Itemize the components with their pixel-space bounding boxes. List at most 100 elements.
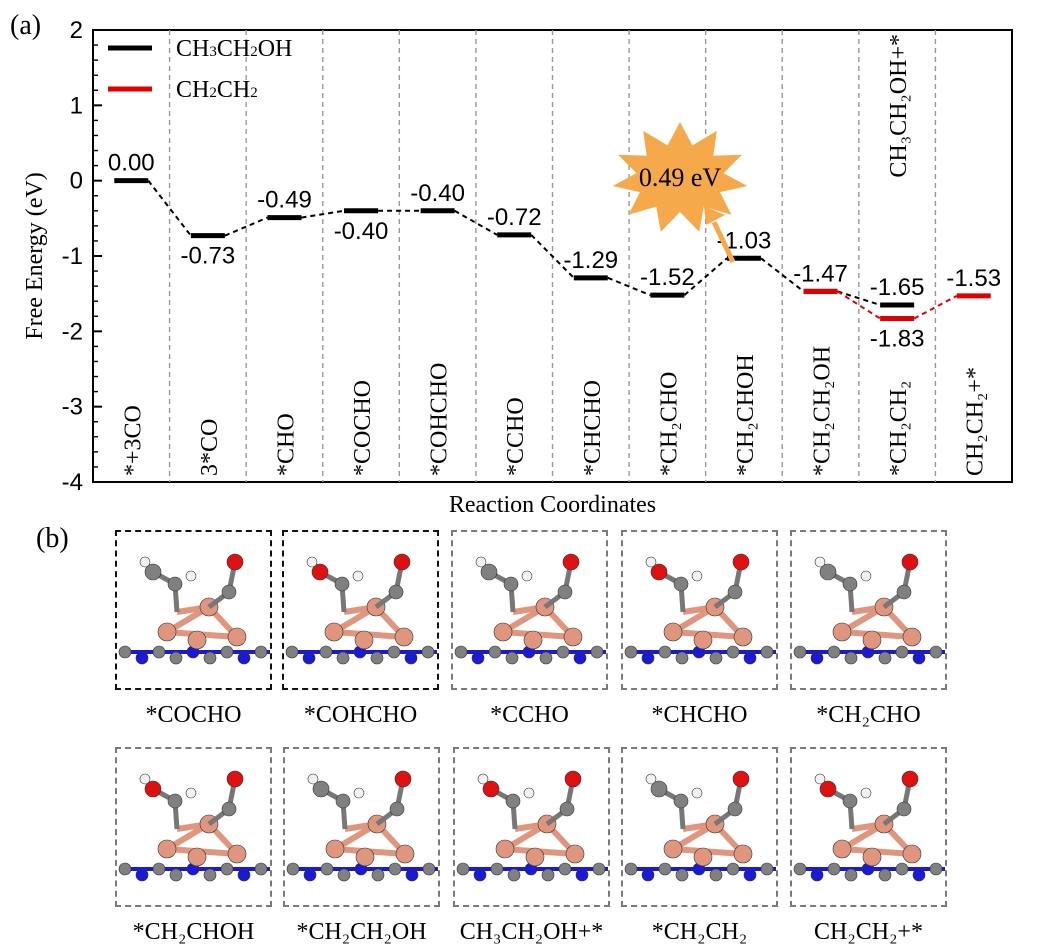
y-tick-label: -3 [62,394,83,421]
structure-label: *CCHO [490,702,569,728]
substrate-atom [387,645,401,659]
substrate-atom [658,862,672,876]
substrate-atom [827,862,841,876]
value-label: -0.73 [181,243,236,270]
value-label: -1.83 [870,326,925,353]
substrate-atom [573,651,587,665]
step-label: *COCHO [350,380,376,476]
h-atom [521,570,533,582]
structure-box [115,747,272,907]
h-atom [860,570,872,582]
o-atom [482,780,500,798]
value-label: -0.40 [410,180,465,207]
c-atom [557,584,573,600]
cu-atom [157,622,177,642]
y-tick-label: 2 [70,17,83,44]
substrate-atom [471,651,485,665]
c-atom [503,576,519,592]
substrate-atom [388,862,402,876]
step-label: *CHO [273,413,299,476]
cu-atom [395,844,415,864]
structure-box [621,530,778,690]
annotation-arrow-shaft [711,220,736,264]
structure-label: *CHCHO [651,702,748,728]
cu-atom [525,847,545,867]
substrate-atom [929,862,943,876]
substrate-atom [454,645,468,659]
value-label: -0.40 [334,218,389,245]
o-atom [311,563,329,581]
structure-image [624,770,777,882]
o-atom [564,770,582,788]
substrate-atom [490,862,504,876]
h-atom [645,773,657,785]
c-atom [896,584,912,600]
cu-atom [663,839,683,859]
value-label: 0.00 [108,150,155,177]
c-atom [167,793,183,809]
substrate-atom [152,862,166,876]
h-atom [691,570,703,582]
substrate-atom [337,868,351,882]
c-atom [389,801,405,817]
structure-image [286,770,439,882]
cu-atom [187,847,207,867]
substrate-atom [473,868,487,882]
substrate-atom [827,645,841,659]
h-atom [352,570,364,582]
substrate-atom [556,645,570,659]
cu-atom [693,847,713,867]
substrate-atom [844,651,858,665]
h-atom [814,773,826,785]
cu-atom [394,627,414,647]
cu-atom [187,630,207,650]
structure-image [285,553,438,665]
panel-b-label: (b) [36,523,69,554]
step-label: *CH₂CHOH [733,354,759,476]
substrate-atom [336,651,350,665]
o-atom [562,553,580,571]
o-atom [394,770,412,788]
cu-atom [693,630,713,650]
h-atom [185,570,197,582]
substrate-atom [169,651,183,665]
substrate-atom [488,645,502,659]
value-label: -1.47 [793,260,848,287]
connector-line [301,209,345,219]
h-atom [353,787,365,799]
connector-line [683,257,728,296]
h-atom [306,556,318,568]
cu-atom [663,622,683,642]
y-tick-label: -4 [62,469,83,496]
substrate-atom [895,862,909,876]
connector-line [454,209,498,236]
structure-box [790,747,947,907]
substrate-atom [203,651,217,665]
substrate-atom [286,862,300,876]
connector-line [837,290,881,306]
c-atom [221,801,237,817]
substrate-atom [590,645,604,659]
connector-line [147,180,192,237]
h-atom [307,773,319,785]
o-atom [732,770,750,788]
y-axis-title: Free Energy (eV) [22,172,48,339]
step-label: *CCHO [503,397,529,476]
substrate-atom [319,645,333,659]
structure-image [118,553,271,665]
h-atom [139,773,151,785]
c-atom [727,801,743,817]
structure-image [624,553,777,665]
h-atom [814,556,826,568]
h-atom [523,787,535,799]
o-atom [732,553,750,571]
cu-atom [495,839,515,859]
substrate-atom [709,868,723,882]
o-atom [144,780,162,798]
c-atom [480,563,498,581]
substrate-atom [169,868,183,882]
structure-image [793,553,946,665]
substrate-atom [575,868,589,882]
substrate-atom [541,868,555,882]
c-atom [388,584,404,600]
